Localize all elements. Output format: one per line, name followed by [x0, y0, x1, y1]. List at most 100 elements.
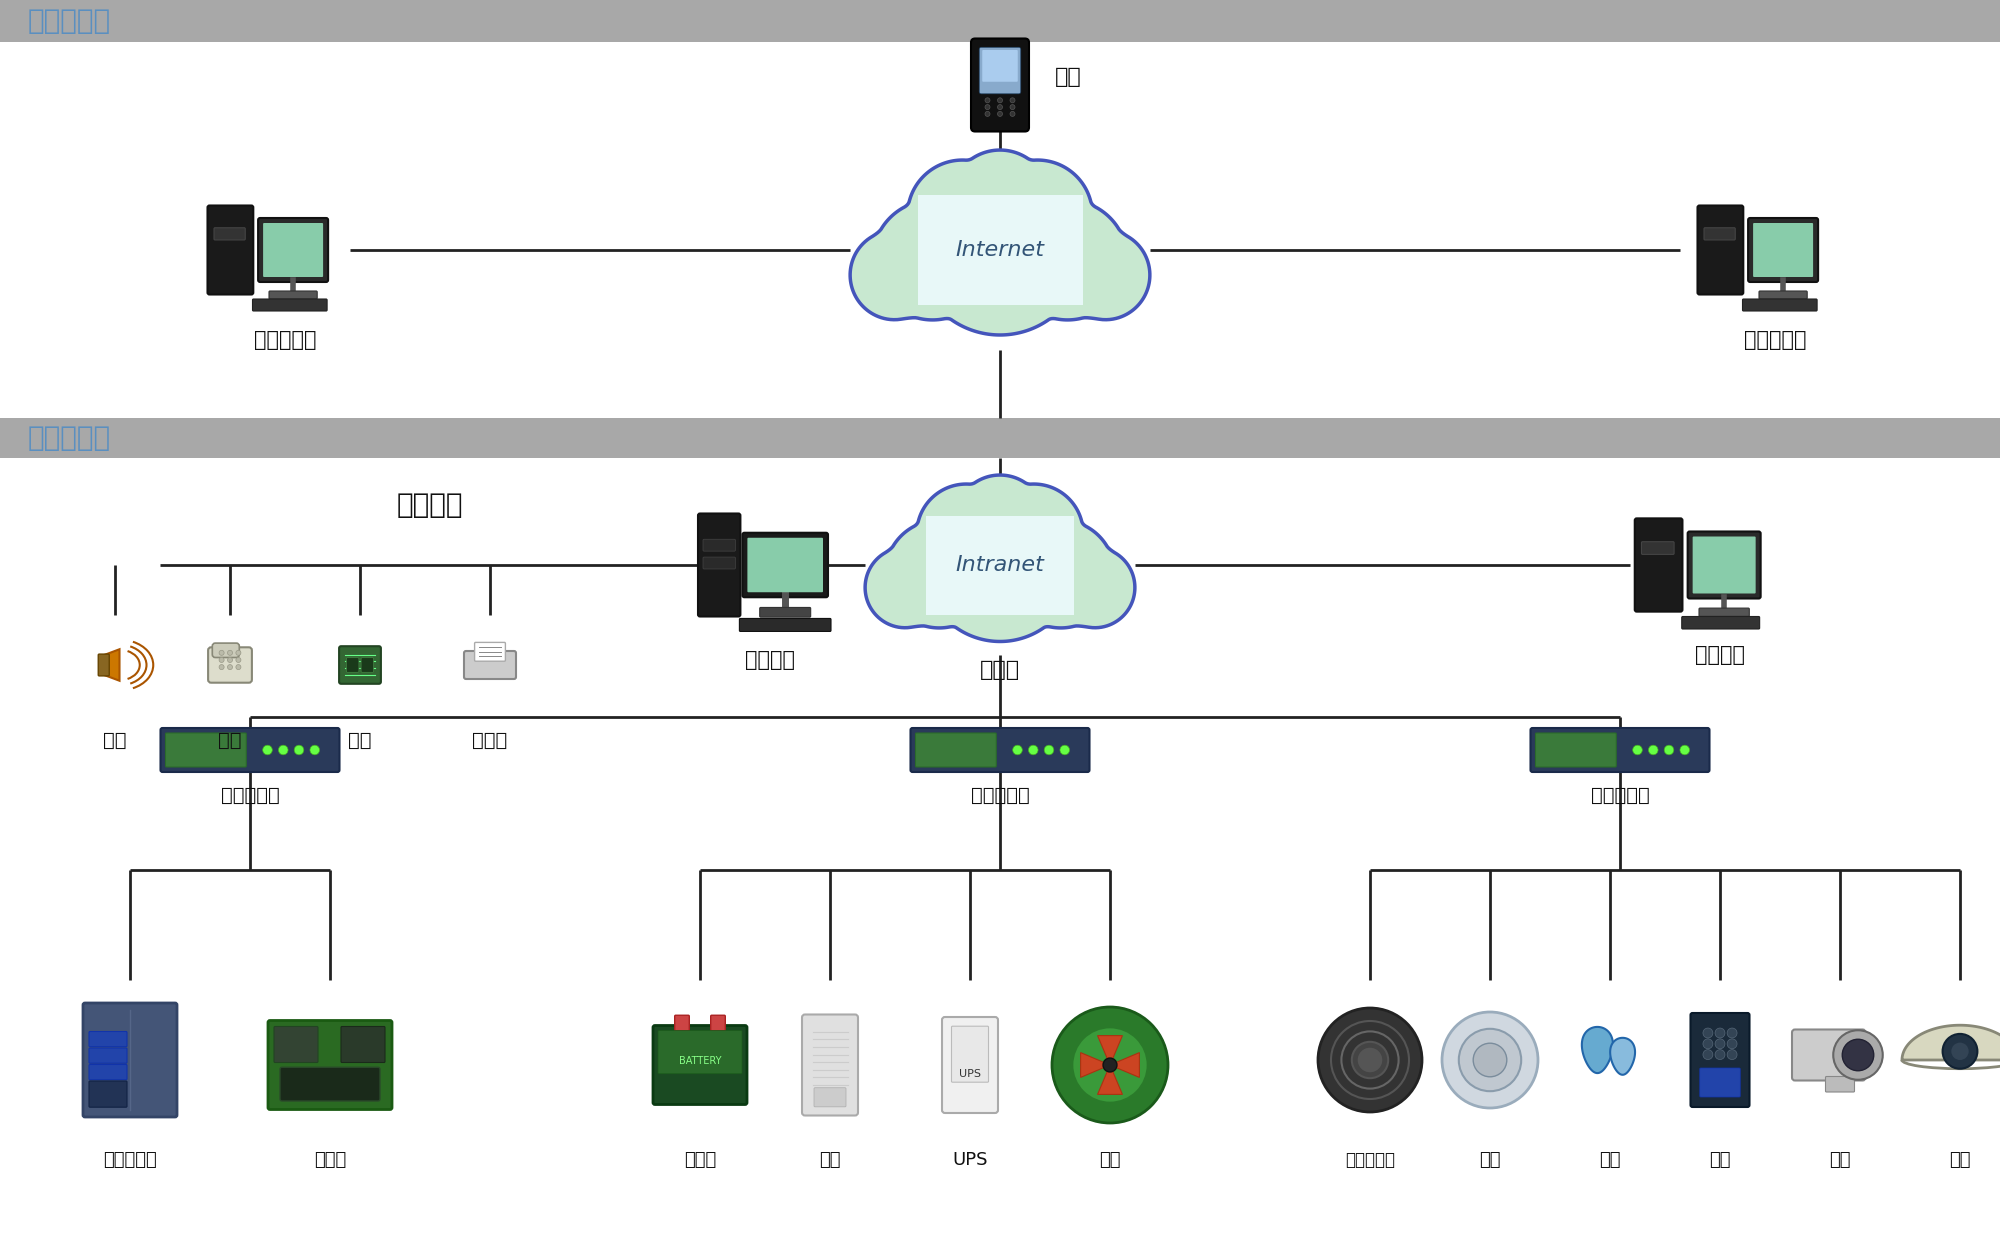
- Text: UPS: UPS: [952, 1151, 988, 1169]
- Circle shape: [1012, 745, 1022, 755]
- Text: 发电机: 发电机: [314, 1151, 346, 1169]
- FancyBboxPatch shape: [942, 1017, 998, 1114]
- Text: 手机: 手机: [1056, 67, 1082, 87]
- FancyBboxPatch shape: [740, 619, 832, 631]
- Polygon shape: [850, 150, 1150, 335]
- Text: 监控主机: 监控主机: [744, 650, 796, 670]
- FancyBboxPatch shape: [1634, 518, 1682, 611]
- Text: 智能配电柜: 智能配电柜: [104, 1151, 156, 1169]
- Text: 漏水: 漏水: [1600, 1151, 1620, 1169]
- FancyBboxPatch shape: [910, 728, 1090, 773]
- Text: 短信: 短信: [348, 730, 372, 749]
- FancyBboxPatch shape: [748, 538, 824, 593]
- Circle shape: [1060, 745, 1070, 755]
- Circle shape: [236, 657, 240, 662]
- FancyBboxPatch shape: [926, 516, 1074, 615]
- FancyBboxPatch shape: [1742, 299, 1818, 311]
- FancyBboxPatch shape: [972, 38, 1028, 131]
- FancyBboxPatch shape: [704, 539, 736, 551]
- FancyBboxPatch shape: [258, 218, 328, 281]
- FancyBboxPatch shape: [88, 1048, 128, 1063]
- Circle shape: [1010, 98, 1016, 103]
- FancyBboxPatch shape: [1536, 733, 1616, 768]
- FancyBboxPatch shape: [1688, 532, 1760, 599]
- Text: 数据采集器: 数据采集器: [220, 785, 280, 805]
- Text: UPS: UPS: [960, 1069, 980, 1079]
- FancyBboxPatch shape: [212, 644, 240, 657]
- FancyBboxPatch shape: [88, 1032, 128, 1047]
- Text: 红外: 红外: [1830, 1151, 1850, 1169]
- Circle shape: [236, 650, 240, 655]
- Circle shape: [1352, 1042, 1388, 1079]
- Text: 数据采集器: 数据采集器: [970, 785, 1030, 805]
- Circle shape: [1474, 1043, 1506, 1076]
- Text: 打印机: 打印机: [472, 730, 508, 749]
- FancyBboxPatch shape: [464, 651, 516, 680]
- FancyBboxPatch shape: [0, 418, 2000, 458]
- FancyBboxPatch shape: [1698, 206, 1744, 295]
- Circle shape: [228, 650, 232, 655]
- FancyBboxPatch shape: [208, 206, 254, 295]
- Circle shape: [236, 665, 240, 670]
- FancyBboxPatch shape: [280, 1068, 380, 1101]
- FancyBboxPatch shape: [0, 0, 2000, 42]
- FancyBboxPatch shape: [1760, 291, 1808, 299]
- FancyBboxPatch shape: [760, 608, 810, 618]
- Circle shape: [228, 657, 232, 662]
- FancyBboxPatch shape: [1530, 728, 1710, 773]
- FancyBboxPatch shape: [474, 642, 506, 661]
- Text: 声音: 声音: [104, 730, 126, 749]
- Circle shape: [1716, 1049, 1724, 1059]
- Circle shape: [1356, 1047, 1384, 1073]
- FancyBboxPatch shape: [658, 1030, 742, 1074]
- Circle shape: [278, 745, 288, 755]
- Circle shape: [1010, 104, 1016, 109]
- Text: 报警输出: 报警输出: [396, 491, 464, 520]
- FancyBboxPatch shape: [268, 291, 318, 299]
- Circle shape: [984, 98, 990, 103]
- FancyBboxPatch shape: [802, 1014, 858, 1116]
- FancyBboxPatch shape: [952, 1027, 988, 1083]
- Text: 以太网: 以太网: [980, 660, 1020, 680]
- FancyBboxPatch shape: [1690, 1013, 1750, 1107]
- FancyBboxPatch shape: [166, 733, 246, 768]
- Circle shape: [1728, 1028, 1738, 1038]
- Circle shape: [1442, 1012, 1538, 1109]
- Text: 空调: 空调: [820, 1151, 840, 1169]
- FancyBboxPatch shape: [674, 1016, 690, 1030]
- Circle shape: [310, 745, 320, 755]
- Circle shape: [1010, 112, 1016, 117]
- FancyBboxPatch shape: [1792, 1029, 1866, 1080]
- Circle shape: [220, 665, 224, 670]
- Polygon shape: [1582, 1027, 1612, 1073]
- FancyBboxPatch shape: [208, 647, 252, 683]
- FancyBboxPatch shape: [918, 195, 1082, 305]
- Text: 远程客户端: 远程客户端: [254, 330, 316, 350]
- FancyBboxPatch shape: [982, 50, 1018, 82]
- Circle shape: [1728, 1049, 1738, 1059]
- Circle shape: [1952, 1043, 1968, 1060]
- Circle shape: [998, 112, 1002, 117]
- Text: 门禁: 门禁: [1710, 1151, 1730, 1169]
- FancyBboxPatch shape: [98, 655, 110, 676]
- Text: 蓄电池: 蓄电池: [684, 1151, 716, 1169]
- Circle shape: [228, 665, 232, 670]
- Text: 烟雾: 烟雾: [1480, 1151, 1500, 1169]
- Text: 温度、湿度: 温度、湿度: [1344, 1151, 1396, 1169]
- FancyBboxPatch shape: [340, 646, 380, 683]
- Circle shape: [1842, 1039, 1874, 1071]
- FancyBboxPatch shape: [340, 1027, 384, 1063]
- Circle shape: [998, 98, 1002, 103]
- Circle shape: [1834, 1030, 1882, 1080]
- Circle shape: [220, 650, 224, 655]
- Polygon shape: [1080, 1053, 1110, 1078]
- Text: Internet: Internet: [956, 241, 1044, 260]
- FancyBboxPatch shape: [88, 1064, 128, 1080]
- Polygon shape: [1110, 1053, 1140, 1078]
- FancyBboxPatch shape: [84, 1003, 176, 1117]
- FancyBboxPatch shape: [742, 533, 828, 598]
- Circle shape: [262, 745, 272, 755]
- Polygon shape: [1610, 1038, 1636, 1075]
- Polygon shape: [1098, 1035, 1122, 1065]
- FancyBboxPatch shape: [710, 1016, 726, 1030]
